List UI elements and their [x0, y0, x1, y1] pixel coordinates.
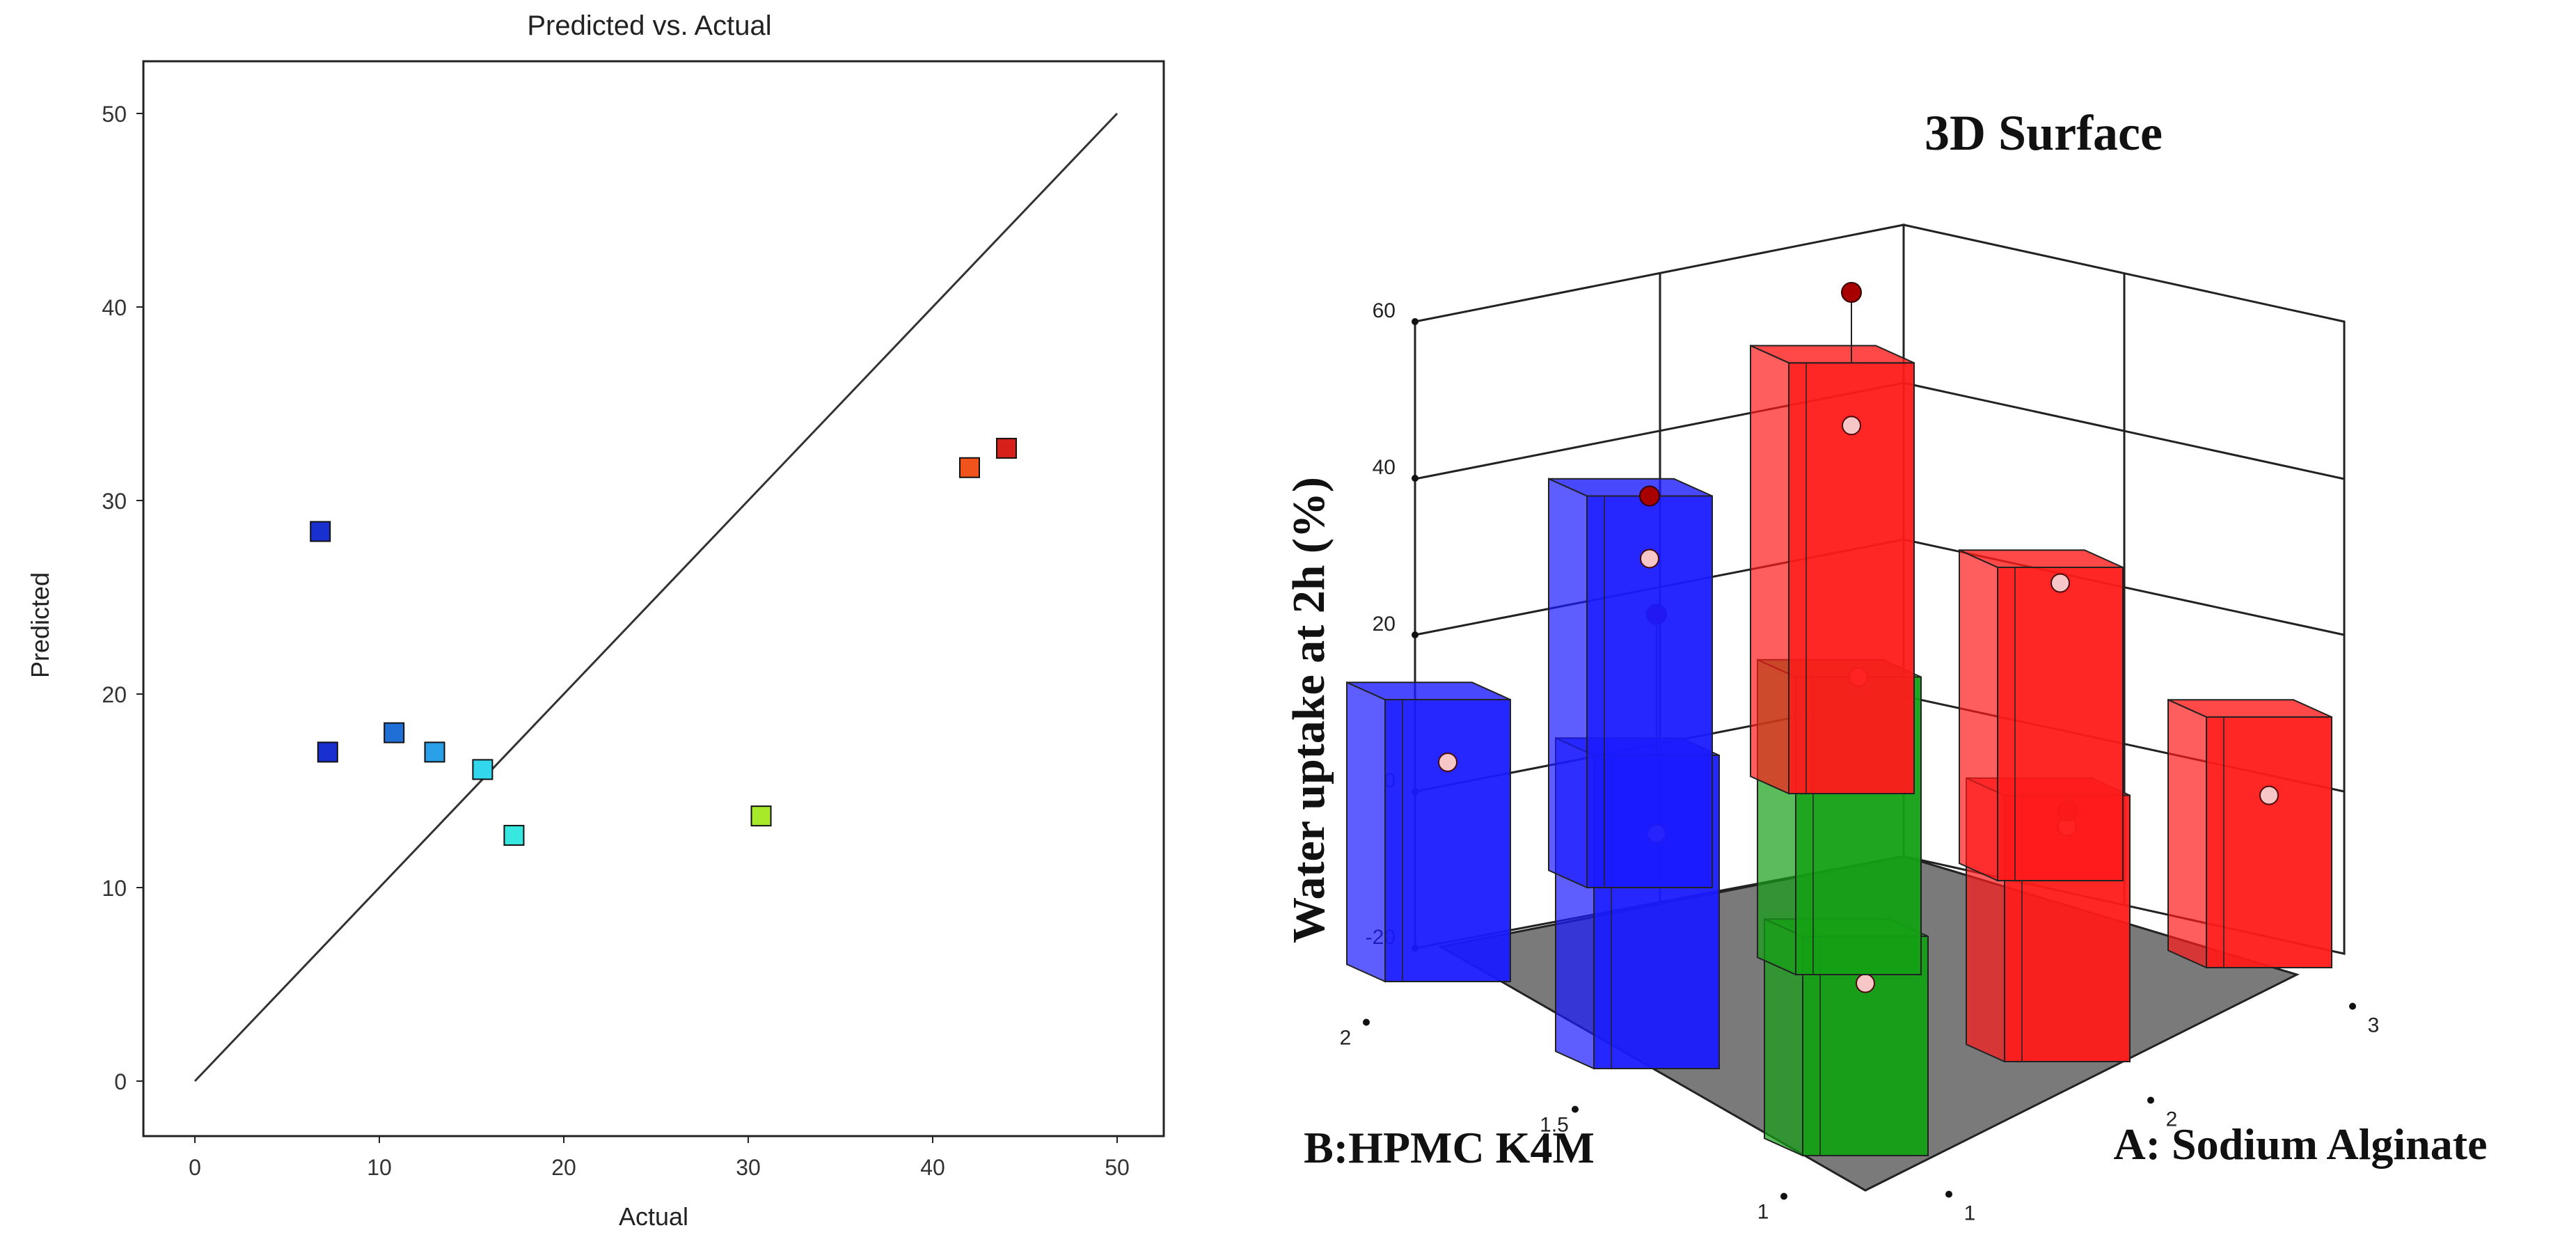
- y-tick-label: 10: [102, 876, 127, 901]
- data-point: [959, 457, 980, 478]
- y-tick-label: 0: [114, 1069, 127, 1094]
- predicted-point: [1842, 416, 1861, 436]
- a-tick-label: 1: [1964, 1202, 1976, 1225]
- b-tick-mark: [1780, 1192, 1787, 1200]
- x-tick-label: 20: [551, 1155, 576, 1180]
- z-tick-mark: [1412, 475, 1419, 482]
- b-tick-label: 2: [1340, 1027, 1352, 1050]
- actual-point: [1639, 485, 1660, 507]
- data-point: [750, 805, 772, 827]
- predicted-point: [1856, 973, 1875, 993]
- a-tick-mark: [2349, 1002, 2356, 1010]
- data-point: [503, 824, 525, 846]
- z-tick-label: 20: [1373, 613, 1396, 636]
- y-tick-label: 30: [102, 489, 127, 514]
- b-tick-mark: [1572, 1105, 1579, 1113]
- predicted-point: [2259, 785, 2279, 805]
- a-tick-mark: [1945, 1190, 1952, 1198]
- x-tick-label: 0: [189, 1155, 201, 1180]
- bar3d-x-label: A: Sodium Alginate: [2114, 1119, 2488, 1169]
- y-tick-label: 40: [102, 295, 127, 320]
- data-point: [424, 741, 445, 763]
- scatter-y-label: Predicted: [26, 572, 54, 678]
- z-tick-mark: [1412, 318, 1419, 325]
- bar-3d: [1959, 549, 2124, 882]
- predicted-point: [2050, 573, 2070, 593]
- b-tick-mark: [1363, 1018, 1370, 1026]
- x-tick-label: 50: [1105, 1155, 1130, 1180]
- data-point: [996, 437, 1017, 459]
- data-point: [310, 521, 331, 542]
- bar-3d: [1750, 282, 1915, 795]
- y-tick-label: 20: [102, 682, 127, 707]
- a-tick-label: 3: [2368, 1014, 2380, 1037]
- predicted-point: [1438, 753, 1457, 772]
- bar-3d: [1548, 478, 1713, 889]
- x-tick-label: 30: [736, 1155, 761, 1180]
- bar-3d: [2167, 698, 2332, 969]
- bar3d-y-label: B:HPMC K4M: [1304, 1123, 1595, 1172]
- z-tick-label: 60: [1373, 299, 1396, 322]
- z-tick-label: 40: [1373, 456, 1396, 479]
- data-point: [384, 722, 405, 743]
- b-tick-label: 1: [1757, 1201, 1769, 1224]
- reference-line: [193, 112, 1119, 1082]
- bar-3d: [1346, 681, 1511, 983]
- scatter-title: Predicted vs. Actual: [527, 10, 771, 41]
- data-point: [317, 741, 338, 763]
- bar3d-z-label: Water uptake at 2h (%): [1283, 477, 1334, 943]
- a-tick-label: 2: [2166, 1108, 2178, 1131]
- x-tick-label: 40: [920, 1155, 945, 1180]
- actual-point: [1841, 282, 1862, 303]
- data-point: [472, 759, 493, 780]
- x-tick-label: 10: [367, 1155, 392, 1180]
- z-tick-mark: [1412, 631, 1419, 638]
- predicted-point: [1640, 549, 1659, 569]
- a-tick-mark: [2147, 1096, 2154, 1104]
- y-tick-label: 50: [102, 102, 127, 127]
- predicted-vs-actual-chart: Predicted vs. Actual 0 10 20 30 40 50 0 10 20 30…: [26, 10, 1165, 1231]
- bar3d-title: 3D Surface: [1925, 105, 2163, 161]
- b-tick-label: 1.5: [1540, 1114, 1569, 1137]
- scatter-x-label: Actual: [619, 1202, 688, 1231]
